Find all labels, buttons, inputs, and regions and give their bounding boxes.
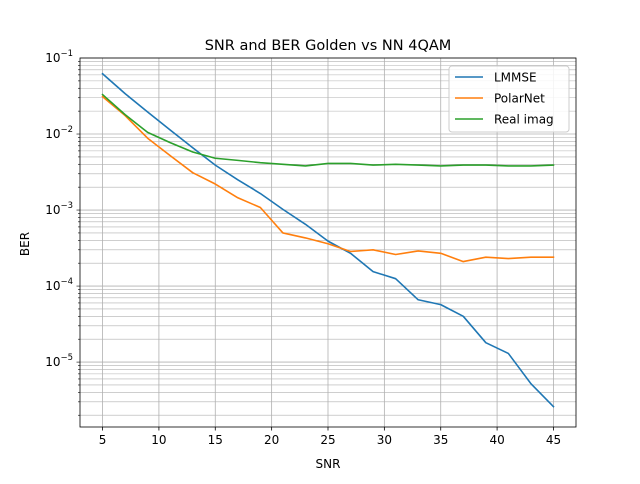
- chart-title: SNR and BER Golden vs NN 4QAM: [205, 38, 452, 54]
- x-tick-label: 5: [99, 433, 107, 447]
- x-tick-label: 10: [151, 433, 166, 447]
- series-line-polarnet: [101, 95, 555, 263]
- y-axis-label: BER: [18, 232, 32, 256]
- x-tick-label: 40: [489, 433, 504, 447]
- y-tick-label: 10−3: [45, 201, 73, 217]
- legend-label: PolarNet: [494, 92, 545, 106]
- x-tick-label: 15: [208, 433, 223, 447]
- x-tick-label: 25: [320, 433, 335, 447]
- series-line-real-imag: [101, 93, 555, 167]
- x-axis-label: SNR: [316, 457, 341, 471]
- series-line-lmmse: [101, 72, 555, 408]
- y-tick-label: 10−2: [45, 125, 73, 141]
- y-tick-label: 10−1: [45, 49, 73, 65]
- legend-label: Real imag: [494, 113, 554, 127]
- legend: LMMSE PolarNet Real imag: [448, 65, 570, 133]
- legend-box: [448, 65, 570, 133]
- series-layer: [101, 72, 555, 408]
- y-tick-label: 10−5: [45, 353, 73, 369]
- x-tick-label: 30: [377, 433, 392, 447]
- x-tick-label: 45: [546, 433, 561, 447]
- y-tick-label: 10−4: [45, 277, 73, 293]
- ticks-layer: 5 10 15 20 25 30 35 40 45 10−1 10−2 10−3 10−4 10−5: [45, 49, 561, 447]
- legend-label: LMMSE: [494, 71, 537, 85]
- x-tick-label: 35: [433, 433, 448, 447]
- x-tick-label: 20: [264, 433, 279, 447]
- legend-items: LMMSE PolarNet Real imag: [455, 71, 554, 127]
